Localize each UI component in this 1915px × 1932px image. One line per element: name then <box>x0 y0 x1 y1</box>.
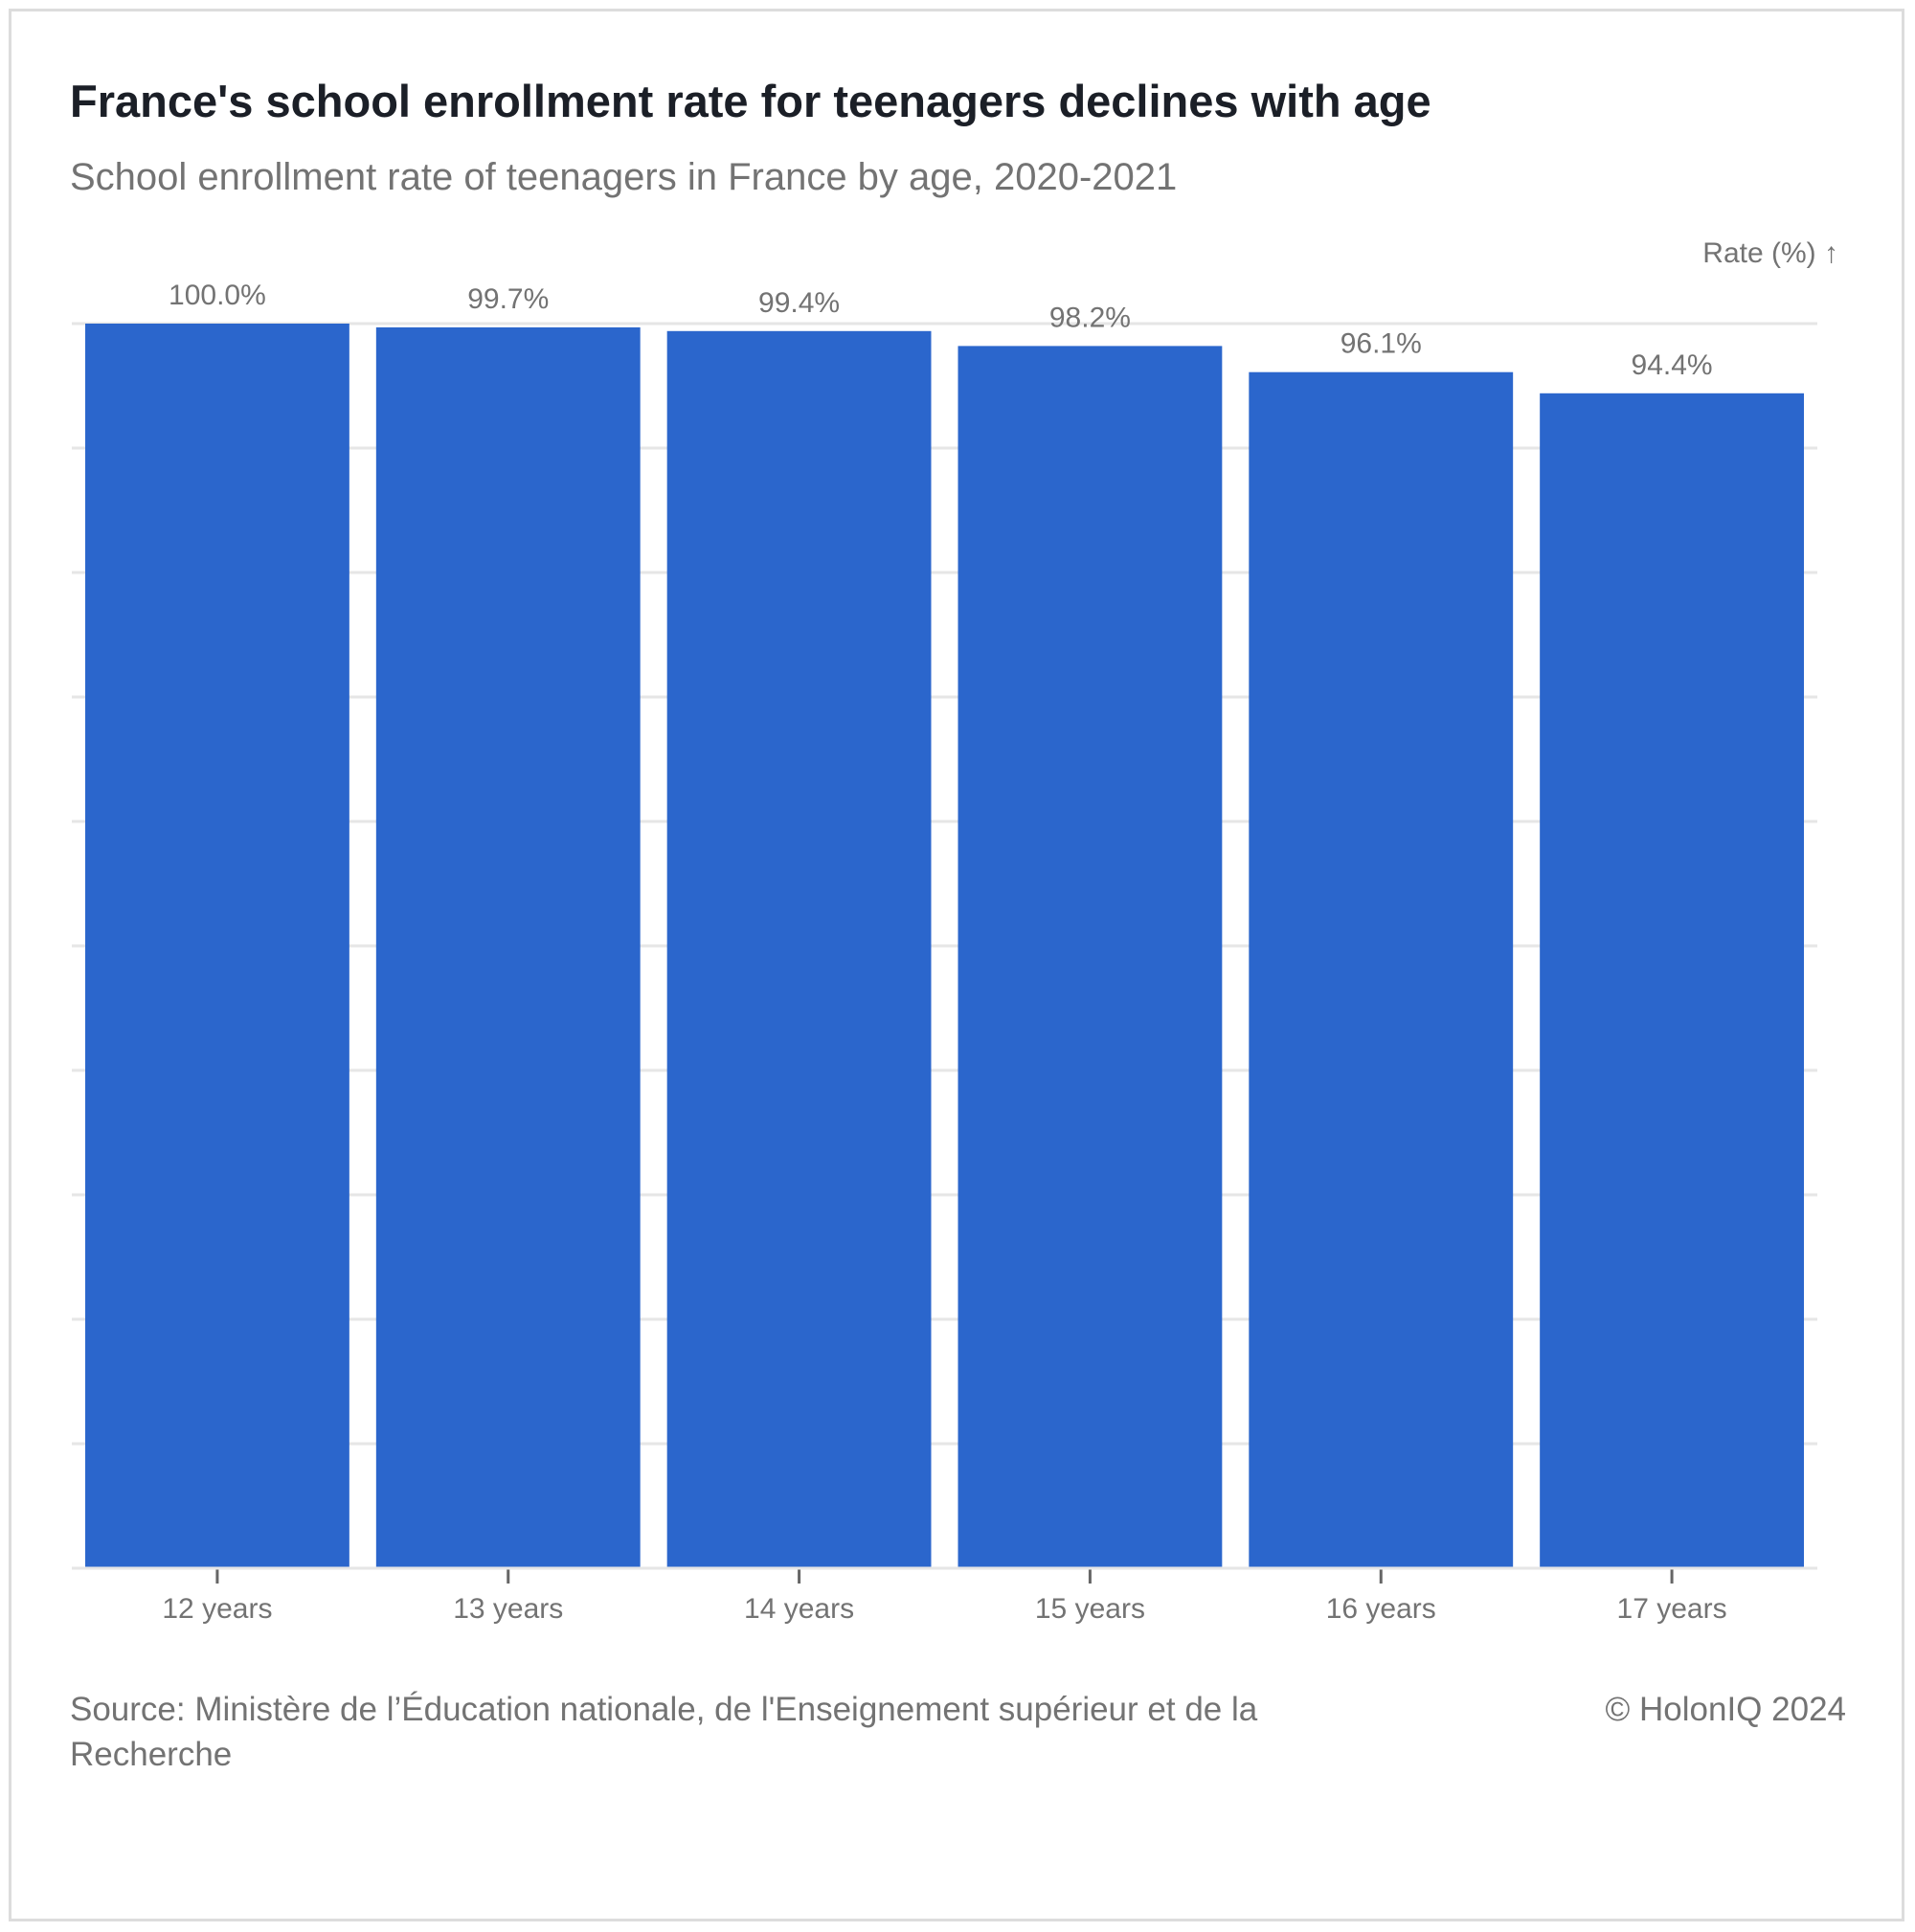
x-tick-label: 15 years <box>1035 1593 1145 1625</box>
bar <box>666 330 932 1568</box>
x-tick-label: 17 years <box>1617 1593 1727 1625</box>
bar <box>1540 393 1804 1568</box>
source-note: Source: Ministère de l’Éducation nationa… <box>70 1691 1258 1773</box>
x-tick-label: 16 years <box>1326 1593 1436 1625</box>
data-label: 98.2% <box>1049 302 1131 333</box>
data-label: 96.1% <box>1340 328 1422 360</box>
data-label: 94.4% <box>1632 349 1713 381</box>
copyright-note: © HolonIQ 2024 <box>1605 1691 1847 1728</box>
x-tick-label: 12 years <box>162 1593 272 1625</box>
bar <box>958 346 1223 1568</box>
x-axis: 12 years 13 years 14 years 15 years 16 years… <box>72 1566 1817 1625</box>
data-label: 99.4% <box>758 287 840 319</box>
bar <box>85 324 349 1568</box>
bar <box>1249 371 1514 1569</box>
x-tick-label: 13 years <box>453 1593 563 1625</box>
y-axis-label: Rate (%) ↑ <box>1702 237 1838 269</box>
data-label: 99.7% <box>467 283 549 315</box>
bar <box>375 326 641 1568</box>
x-tick-label: 14 years <box>744 1593 854 1625</box>
value-labels: 100.0% 99.7% 99.4% 98.2% 96.1% 94.4% <box>169 280 1713 381</box>
data-label: 100.0% <box>169 280 266 311</box>
chart-title: France's school enrollment rate for teen… <box>70 76 1431 126</box>
bars <box>85 324 1804 1569</box>
chart-subtitle: School enrollment rate of teenagers in F… <box>70 156 1178 198</box>
